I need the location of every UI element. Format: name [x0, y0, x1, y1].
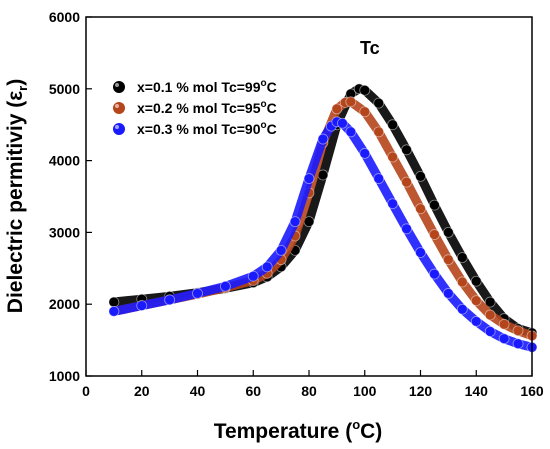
data-point	[415, 203, 426, 215]
data-point	[484, 309, 496, 321]
legend: x=0.1 % mol Tc=99oC x=0.2 % mol Tc=95oC x=…	[113, 78, 277, 137]
data-point	[219, 280, 231, 292]
x-tick-label: 140	[465, 383, 489, 399]
data-point	[387, 198, 399, 210]
legend-marker-highlight	[115, 83, 119, 87]
data-point	[456, 252, 468, 263]
data-point	[442, 288, 454, 299]
y-tick-label: 6000	[49, 9, 80, 25]
x-tick-label: 120	[409, 383, 433, 399]
data-point	[136, 300, 148, 312]
series-trail	[109, 117, 537, 352]
legend-marker-highlight	[115, 125, 119, 129]
series-3	[108, 116, 538, 353]
data-point	[192, 288, 203, 299]
data-point	[401, 144, 412, 156]
data-point	[108, 296, 120, 308]
x-tick-label: 100	[353, 383, 377, 399]
data-point	[401, 176, 412, 188]
data-point	[442, 254, 454, 266]
data-point	[108, 305, 120, 317]
legend-item: x=0.3 % mol Tc=90oC	[113, 120, 277, 137]
data-point	[456, 303, 468, 315]
data-point	[387, 119, 399, 131]
legend-marker	[113, 102, 125, 114]
legend-marker	[113, 123, 125, 135]
x-tick-label: 0	[82, 383, 90, 399]
data-point	[317, 133, 329, 145]
data-point	[373, 97, 385, 109]
x-tick-label: 80	[301, 383, 317, 399]
data-point	[359, 106, 371, 118]
data-point	[337, 117, 348, 129]
data-point	[415, 170, 426, 182]
data-point	[498, 318, 510, 330]
data-point	[387, 151, 399, 163]
legend-label: x=0.1 % mol Tc=99oC	[137, 78, 277, 95]
y-tick-label: 4000	[49, 153, 80, 169]
y-axis: 1000 2000 3000 4000 5000 6000	[49, 9, 92, 384]
data-point	[275, 244, 287, 256]
x-tick-label: 160	[520, 383, 544, 399]
y-tick-label: 5000	[49, 81, 80, 97]
data-point	[331, 103, 343, 115]
y-axis-title: Dielectric permitiviy (εr)	[4, 79, 30, 313]
data-point	[470, 316, 482, 327]
y-tick-label: 3000	[49, 224, 80, 240]
data-point	[415, 247, 426, 258]
data-point	[429, 229, 440, 240]
data-point	[442, 226, 454, 238]
data-point	[345, 96, 357, 108]
data-point	[359, 148, 371, 159]
data-point	[359, 84, 371, 96]
x-tick-label: 60	[245, 383, 261, 399]
legend-label: x=0.3 % mol Tc=90oC	[137, 120, 277, 137]
data-point	[373, 126, 385, 138]
x-tick-label: 40	[190, 383, 206, 399]
x-tick-label: 20	[134, 383, 150, 399]
data-point	[401, 223, 412, 235]
legend-item: x=0.2 % mol Tc=95oC	[113, 99, 277, 116]
data-point	[456, 276, 468, 288]
y-tick-label: 1000	[49, 368, 80, 384]
data-point	[164, 294, 176, 306]
plot-series	[108, 83, 538, 353]
data-point	[512, 338, 524, 350]
data-point	[261, 261, 273, 273]
legend-marker-highlight	[115, 104, 119, 108]
data-point	[303, 173, 315, 184]
data-point	[373, 173, 385, 184]
x-axis-title: Temperature (oC)	[214, 417, 383, 443]
data-point	[470, 275, 482, 287]
data-point	[345, 126, 357, 138]
legend-item: x=0.1 % mol Tc=99oC	[113, 78, 277, 95]
data-point	[484, 296, 496, 308]
data-point	[470, 295, 482, 307]
y-tick-label: 2000	[49, 296, 80, 312]
tc-annotation: Tc	[360, 38, 380, 58]
data-point	[512, 325, 524, 337]
data-point	[429, 268, 440, 280]
data-point	[429, 199, 440, 211]
legend-label: x=0.2 % mol Tc=95oC	[137, 99, 277, 116]
legend-marker	[113, 81, 125, 93]
data-point	[289, 216, 301, 228]
x-axis: 0 20 40 60 80 100 120 140 160	[82, 370, 544, 399]
data-point	[484, 326, 496, 337]
data-point	[247, 270, 259, 282]
data-point	[498, 333, 510, 345]
